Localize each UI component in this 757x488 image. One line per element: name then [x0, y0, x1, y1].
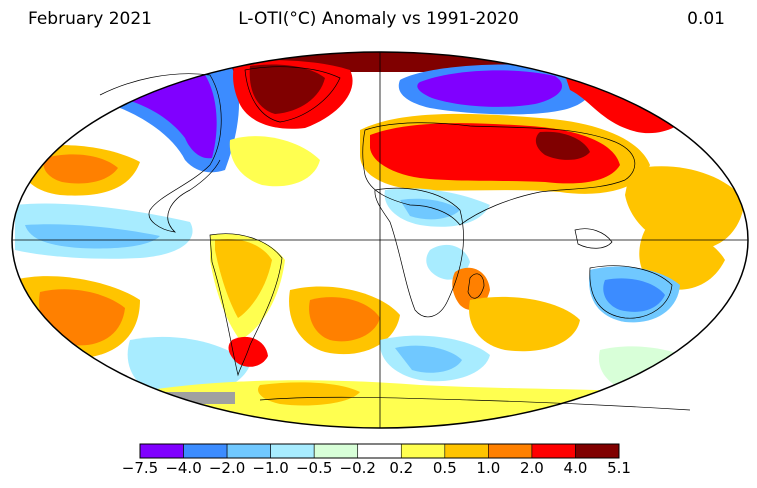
coastlines — [99, 66, 691, 411]
colorbar-segment — [270, 443, 315, 459]
colorbar-tick-label: 1.0 — [476, 459, 501, 477]
colorbar-segment — [531, 443, 576, 459]
colorbar-tick-label: −4.0 — [165, 459, 202, 477]
colorbar-segment — [139, 443, 184, 459]
colorbar-segment — [444, 443, 489, 459]
colorbar-tick-label: 4.0 — [563, 459, 588, 477]
colorbar-tick-label: −2.0 — [208, 459, 246, 477]
global-mean-value: 0.01 — [687, 9, 725, 29]
colorbar-tick-label: 0.2 — [389, 459, 414, 477]
colorbar-tick-label: −1.0 — [252, 459, 289, 477]
colorbar-segment — [226, 443, 271, 459]
colorbar-tick-label: −7.5 — [121, 459, 159, 477]
colorbar-frame — [139, 443, 620, 459]
colorbar-segment — [400, 443, 446, 459]
colorbar-tick-label: 2.0 — [519, 459, 544, 477]
colorbar-segment — [183, 443, 228, 459]
month-label: February 2021 — [28, 9, 152, 29]
colorbar-segment — [575, 443, 620, 459]
colorbar-segment — [488, 443, 533, 459]
colorbar-tick-label: 0.5 — [432, 459, 457, 477]
colorbar-tick-label: −0.2 — [339, 459, 376, 477]
colorbar-tick-label: 5.1 — [607, 459, 631, 477]
colorbar-segment — [357, 443, 402, 459]
colorbar-tick-label: −0.5 — [295, 459, 333, 477]
globe-outline — [11, 51, 749, 429]
map-title: L-OTI(°C) Anomaly vs 1991-2020 — [238, 9, 519, 29]
colorbar — [139, 443, 620, 459]
colorbar-segment — [313, 443, 359, 459]
